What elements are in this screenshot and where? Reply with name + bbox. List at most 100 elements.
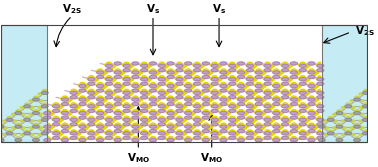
Circle shape xyxy=(136,87,141,89)
Circle shape xyxy=(240,85,244,87)
Circle shape xyxy=(105,91,109,93)
Circle shape xyxy=(33,125,39,128)
Circle shape xyxy=(103,72,107,74)
Circle shape xyxy=(167,130,174,133)
Circle shape xyxy=(68,112,72,114)
Circle shape xyxy=(238,112,245,115)
Circle shape xyxy=(79,85,86,88)
Circle shape xyxy=(180,121,184,123)
Circle shape xyxy=(302,91,307,93)
Circle shape xyxy=(116,112,121,114)
Circle shape xyxy=(226,99,231,101)
Circle shape xyxy=(57,121,61,123)
Circle shape xyxy=(114,139,121,142)
Circle shape xyxy=(94,119,98,121)
Circle shape xyxy=(191,85,195,87)
Circle shape xyxy=(211,105,218,108)
Circle shape xyxy=(198,134,202,136)
Circle shape xyxy=(144,64,149,66)
Circle shape xyxy=(215,121,220,123)
Circle shape xyxy=(113,125,118,127)
Circle shape xyxy=(242,127,246,129)
Circle shape xyxy=(235,65,239,67)
Circle shape xyxy=(211,136,218,139)
Circle shape xyxy=(81,96,85,98)
Circle shape xyxy=(254,98,259,100)
Circle shape xyxy=(219,70,224,72)
Circle shape xyxy=(123,91,130,94)
Circle shape xyxy=(255,62,262,65)
Circle shape xyxy=(105,131,109,133)
Circle shape xyxy=(238,139,245,142)
Circle shape xyxy=(197,104,201,106)
Circle shape xyxy=(167,75,174,78)
Circle shape xyxy=(132,89,139,92)
Circle shape xyxy=(274,82,279,85)
Circle shape xyxy=(350,113,355,115)
Circle shape xyxy=(314,72,319,74)
Circle shape xyxy=(350,127,355,129)
Circle shape xyxy=(150,139,156,142)
Circle shape xyxy=(229,69,236,72)
Circle shape xyxy=(124,103,129,105)
Circle shape xyxy=(222,112,227,114)
Circle shape xyxy=(229,123,236,126)
Circle shape xyxy=(178,133,183,135)
Circle shape xyxy=(273,75,280,78)
Circle shape xyxy=(308,62,315,65)
Circle shape xyxy=(42,132,48,135)
Circle shape xyxy=(176,132,183,135)
Circle shape xyxy=(81,137,85,139)
Circle shape xyxy=(70,132,77,135)
Circle shape xyxy=(188,98,192,100)
Circle shape xyxy=(249,118,254,120)
Circle shape xyxy=(202,89,209,92)
Circle shape xyxy=(121,126,125,128)
Circle shape xyxy=(63,123,67,125)
Circle shape xyxy=(90,119,94,121)
Circle shape xyxy=(265,116,270,118)
Circle shape xyxy=(149,111,153,113)
Circle shape xyxy=(135,111,139,113)
Circle shape xyxy=(299,104,303,106)
Circle shape xyxy=(124,116,129,118)
Circle shape xyxy=(170,70,175,72)
Circle shape xyxy=(267,77,272,79)
Circle shape xyxy=(147,119,151,121)
Circle shape xyxy=(354,98,360,101)
Circle shape xyxy=(359,100,364,102)
Circle shape xyxy=(305,92,310,94)
Circle shape xyxy=(196,78,200,80)
Circle shape xyxy=(231,133,235,135)
Circle shape xyxy=(214,91,219,93)
Circle shape xyxy=(16,137,20,139)
Circle shape xyxy=(53,123,60,126)
Circle shape xyxy=(81,139,86,141)
Circle shape xyxy=(241,111,245,113)
Circle shape xyxy=(215,107,220,109)
Circle shape xyxy=(89,76,93,78)
Circle shape xyxy=(105,118,109,120)
Circle shape xyxy=(164,78,169,80)
Circle shape xyxy=(70,123,77,126)
Circle shape xyxy=(153,111,157,113)
Circle shape xyxy=(163,94,167,96)
Circle shape xyxy=(85,112,90,114)
Circle shape xyxy=(268,107,273,109)
Circle shape xyxy=(24,105,30,108)
Circle shape xyxy=(299,77,303,79)
Circle shape xyxy=(214,104,219,106)
Circle shape xyxy=(270,106,274,108)
Circle shape xyxy=(158,69,165,72)
Circle shape xyxy=(193,77,197,79)
Circle shape xyxy=(152,85,156,87)
Circle shape xyxy=(202,112,209,115)
Circle shape xyxy=(150,75,156,78)
Circle shape xyxy=(312,114,317,116)
Circle shape xyxy=(189,73,194,75)
Circle shape xyxy=(46,139,50,141)
Circle shape xyxy=(204,139,209,141)
Circle shape xyxy=(6,118,13,121)
Circle shape xyxy=(235,106,239,108)
Circle shape xyxy=(150,112,156,115)
